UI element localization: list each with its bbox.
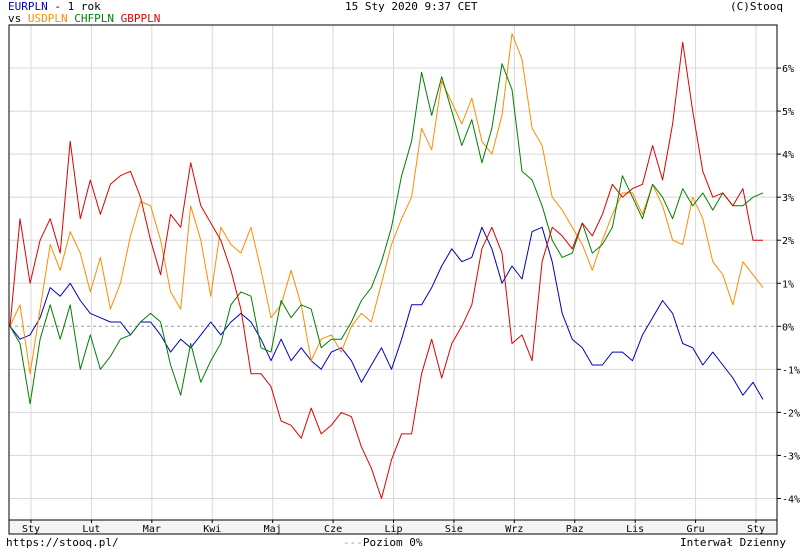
x-tick-label: Kwi bbox=[203, 524, 221, 535]
x-tick-label: Wrz bbox=[505, 524, 523, 535]
title-period: - 1 rok bbox=[47, 0, 101, 13]
title-symbol: EURPLN bbox=[8, 0, 48, 13]
y-tick-label: 5% bbox=[782, 107, 794, 118]
chart-area: 6% 5% 4% 3% 2% 1% 0% -1% -2% -3% -4% Sty Lut Mar Kwi Ma… bbox=[8, 24, 800, 535]
x-tick-label: Gru bbox=[687, 524, 705, 535]
series-line-gbppln bbox=[9, 41, 763, 499]
x-tick-label: Mar bbox=[143, 524, 161, 535]
y-tick-label: 6% bbox=[782, 64, 794, 75]
y-tick-label: -4% bbox=[782, 494, 800, 505]
legend-gbppln: GBPPLN bbox=[120, 12, 161, 25]
y-tick-label: -2% bbox=[782, 408, 800, 419]
compare-legend: vs USDPLN CHFPLN GBPPLN bbox=[8, 13, 160, 25]
x-tick-label: Lut bbox=[82, 524, 100, 535]
x-tick-label: Sty bbox=[747, 524, 765, 535]
x-tick-label: Maj bbox=[264, 524, 282, 535]
legend-chfpln: CHFPLN bbox=[74, 12, 114, 25]
series-line-chfpln bbox=[9, 63, 764, 405]
footer-url[interactable]: https://stooq.pl/ bbox=[6, 536, 119, 549]
interval-label: Interwał Dzienny bbox=[680, 536, 786, 549]
y-tick-label: 0% bbox=[782, 322, 794, 333]
chart-title: EURPLN - 1 rok bbox=[8, 1, 101, 13]
y-tick-label: 3% bbox=[782, 193, 794, 204]
y-tick-label: -1% bbox=[782, 365, 800, 376]
x-tick-label: Sty bbox=[22, 524, 40, 535]
copyright: (C)Stooq bbox=[730, 0, 783, 13]
series-line-eurpln bbox=[9, 226, 764, 400]
baseline-legend: ---Poziom 0% bbox=[343, 536, 423, 549]
series-line-usdpln bbox=[9, 33, 764, 375]
legend-usdpln: USDPLN bbox=[27, 12, 68, 25]
y-tick-label: -3% bbox=[782, 451, 800, 462]
y-tick-label: 1% bbox=[782, 279, 794, 290]
x-tick-label: Lip bbox=[384, 524, 402, 535]
vs-label: vs bbox=[8, 12, 22, 25]
x-tick-label: Lis bbox=[626, 524, 644, 535]
baseline-label: Poziom 0% bbox=[362, 536, 423, 549]
x-tick-label: Paz bbox=[566, 524, 584, 535]
y-tick-label: 2% bbox=[782, 236, 794, 247]
chart-date: 15 Sty 2020 9:37 CET bbox=[345, 0, 478, 13]
x-tick-label: Sie bbox=[445, 524, 463, 535]
x-tick-label: Cze bbox=[324, 524, 342, 535]
y-tick-label: 4% bbox=[782, 150, 794, 161]
